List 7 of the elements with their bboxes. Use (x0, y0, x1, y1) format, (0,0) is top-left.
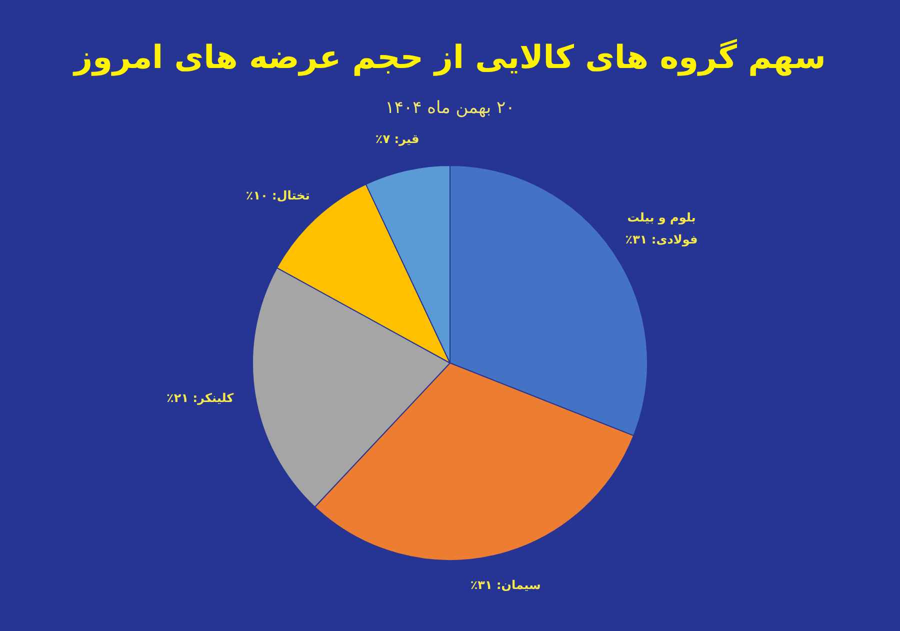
slice-label: بلوم و بیلت فولادی: ۳۱٪ (625, 210, 698, 247)
slice-label: سیمان: ۳۱٪ (470, 578, 541, 592)
slice-label: کلینکر: ۲۱٪ (166, 390, 234, 405)
chart-subtitle: ۲۰ بهمن ماه ۱۴۰۴ (384, 98, 516, 118)
chart-title: سهم گروه های کالایی از حجم عرضه های امروز (72, 38, 827, 76)
slice-label: تختال: ۱۰٪ (246, 188, 310, 203)
slice-label: قیر: ۷٪ (375, 132, 420, 146)
